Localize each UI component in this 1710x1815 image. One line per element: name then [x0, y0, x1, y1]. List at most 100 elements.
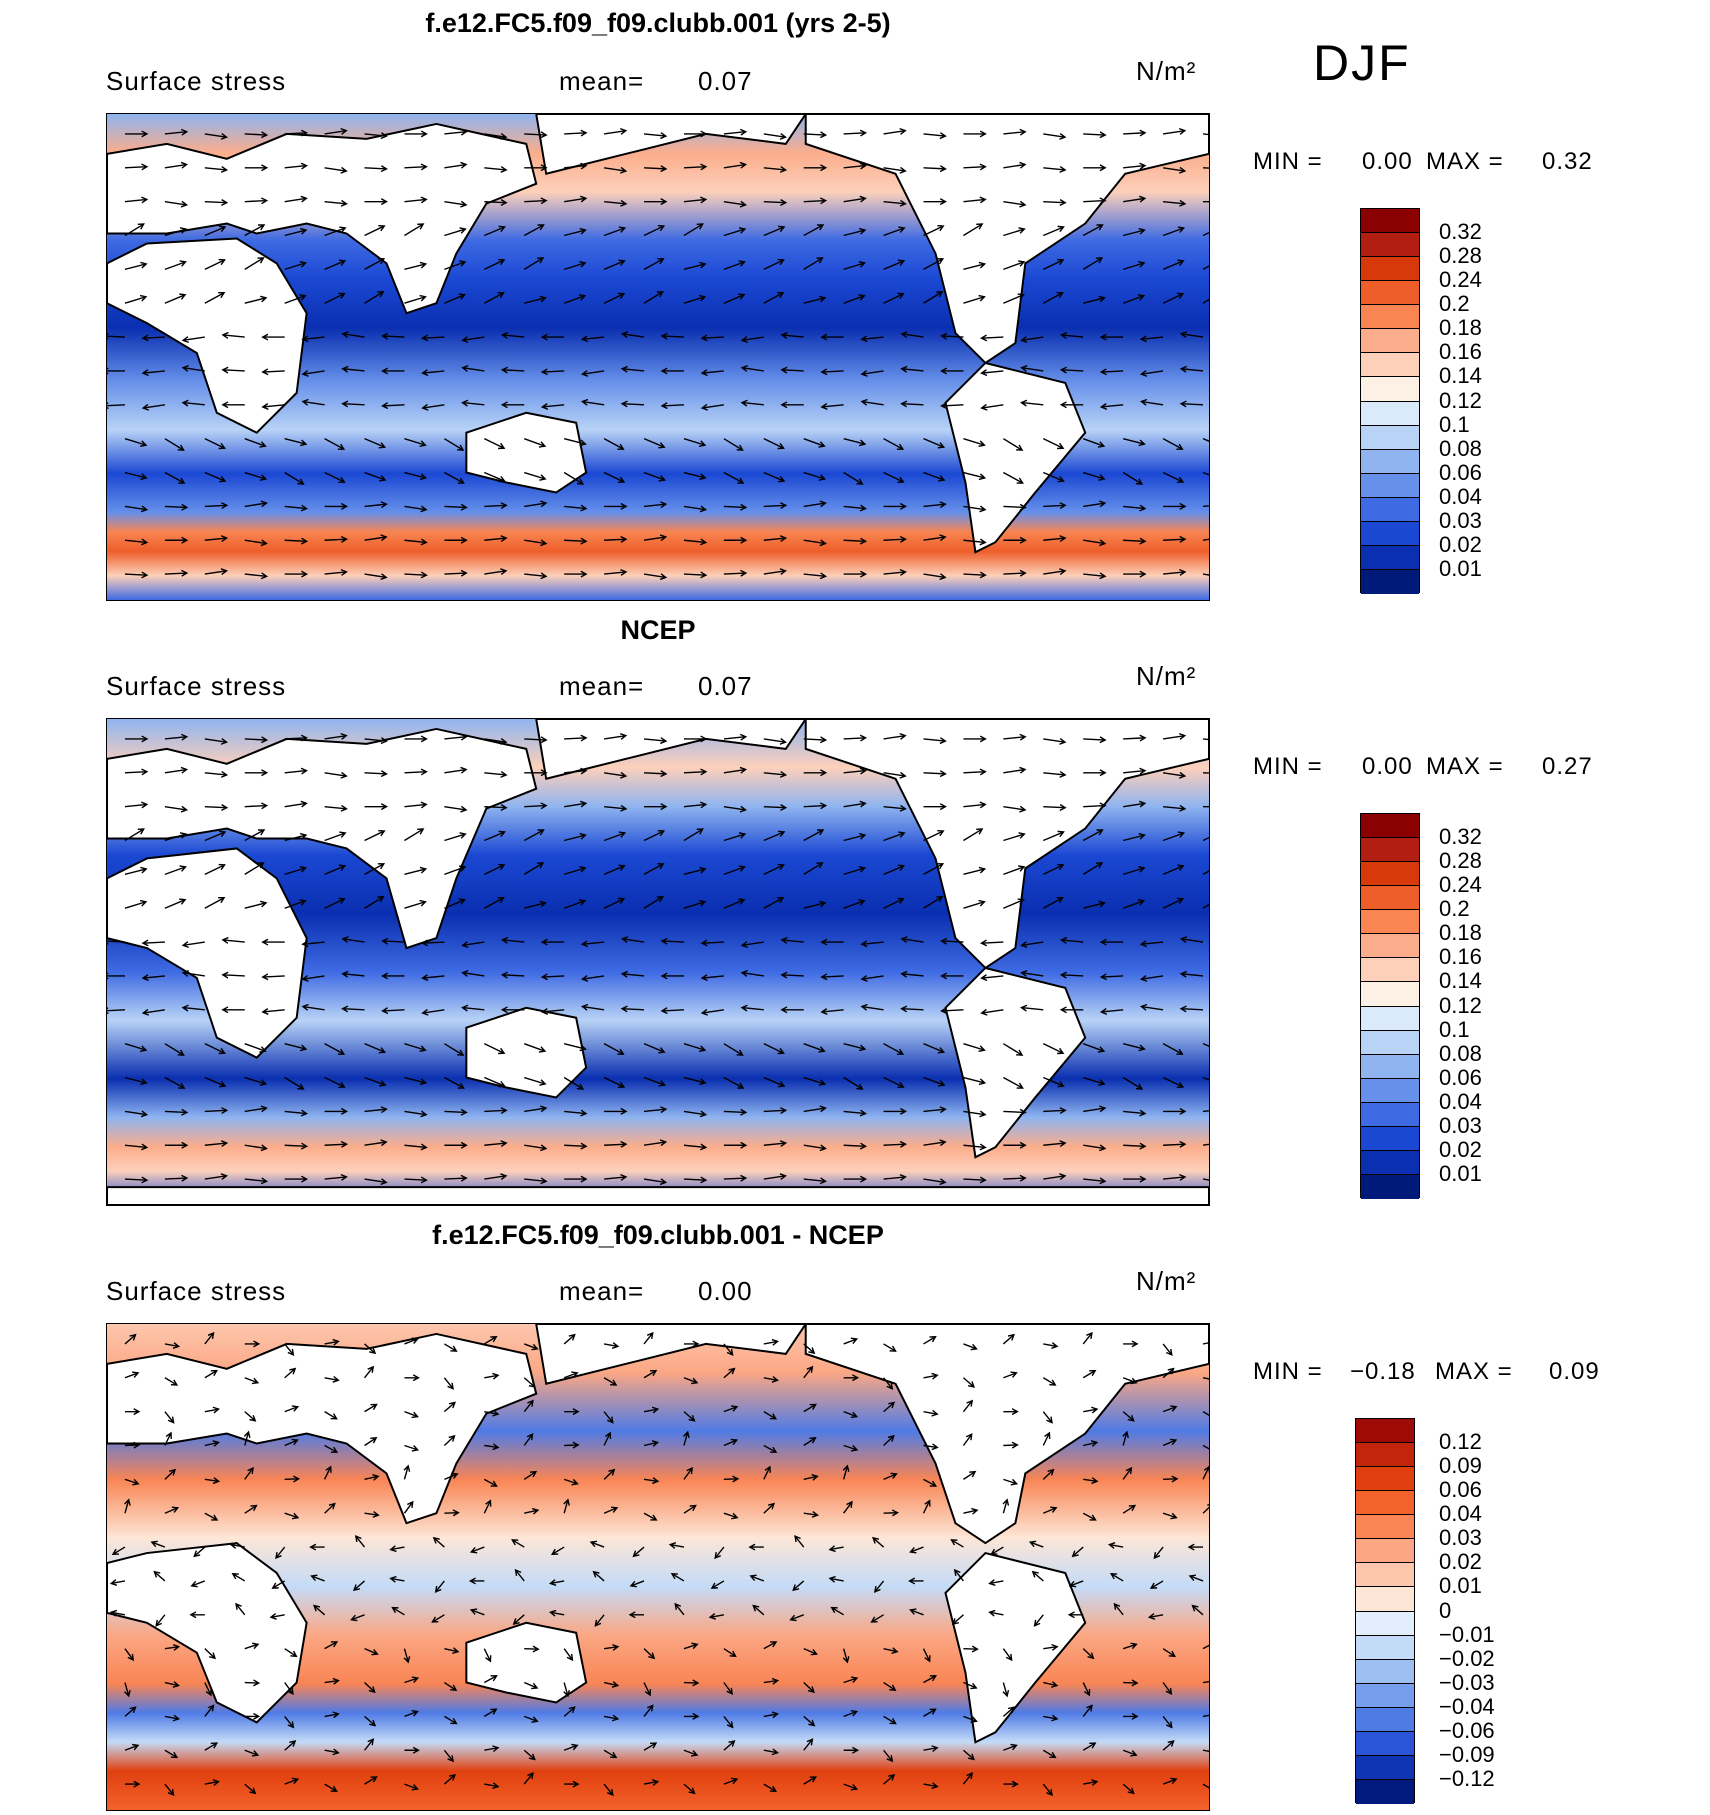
colorbar-swatch: [1361, 1126, 1419, 1151]
colorbar-swatch: [1361, 353, 1419, 378]
panel-2-mean-label: mean=: [559, 671, 645, 701]
colorbar-swatch: [1361, 1054, 1419, 1079]
colorbar-label: 0.02: [1439, 531, 1482, 557]
colorbar-label: 0.14: [1439, 968, 1482, 994]
colorbar-swatch: [1356, 1779, 1414, 1804]
wind-stress-vectors: [107, 732, 1209, 1186]
colorbar-swatch: [1361, 569, 1419, 594]
colorbar-label: 0: [1439, 1597, 1452, 1623]
panel-2-units: N/m²: [1136, 661, 1197, 691]
colorbar-swatch: [1361, 257, 1419, 282]
colorbar-label: −0.06: [1439, 1717, 1495, 1743]
colorbar-swatch: [1356, 1491, 1414, 1516]
panel-1-min-label: MIN =: [1253, 148, 1323, 175]
colorbar-label: 0.03: [1439, 1525, 1482, 1551]
colorbar-swatch: [1356, 1683, 1414, 1708]
colorbar-swatch: [1361, 958, 1419, 983]
colorbar-label: −0.02: [1439, 1645, 1495, 1671]
colorbar-swatch: [1361, 401, 1419, 426]
colorbar-swatch: [1361, 934, 1419, 959]
panel-1-mean-value: 0.07: [698, 66, 753, 96]
panel-3-units: N/m²: [1136, 1266, 1197, 1296]
colorbar-label: 0.04: [1439, 483, 1482, 509]
colorbar-label: 0.24: [1439, 872, 1482, 898]
colorbar-swatch: [1356, 1731, 1414, 1756]
panel-3-max-label: MAX =: [1435, 1358, 1513, 1385]
colorbar-label: −0.04: [1439, 1693, 1495, 1719]
colorbar-label: 0.14: [1439, 363, 1482, 389]
panel-3-min-value: −0.18: [1350, 1358, 1416, 1385]
colorbar-swatch: [1361, 910, 1419, 935]
colorbar-label: 0.08: [1439, 1040, 1482, 1066]
panel-2-map: [106, 718, 1210, 1206]
colorbar-label: 0.16: [1439, 944, 1482, 970]
colorbar-label: 0.18: [1439, 315, 1482, 341]
colorbar-label: −0.01: [1439, 1621, 1495, 1647]
colorbar-label: −0.09: [1439, 1741, 1495, 1767]
colorbar-label: 0.02: [1439, 1549, 1482, 1575]
colorbar-label: 0.06: [1439, 459, 1482, 485]
colorbar-label: 0.08: [1439, 435, 1482, 461]
colorbar-label: 0.12: [1439, 387, 1482, 413]
colorbar-swatch: [1356, 1563, 1414, 1588]
colorbar-swatch: [1361, 1030, 1419, 1055]
colorbar-swatch: [1356, 1755, 1414, 1780]
colorbar-label: 0.32: [1439, 824, 1482, 850]
colorbar-swatch: [1361, 838, 1419, 863]
panel-1-title: f.e12.FC5.f09_f09.clubb.001 (yrs 2-5): [425, 8, 891, 38]
colorbar-swatch: [1361, 449, 1419, 474]
panel-1-max-value: 0.32: [1542, 148, 1593, 175]
colorbar-label: 0.12: [1439, 992, 1482, 1018]
colorbar-swatch: [1361, 497, 1419, 522]
colorbar-label: −0.12: [1439, 1765, 1495, 1791]
panel-1-variable: Surface stress: [106, 66, 287, 96]
colorbar-label: 0.03: [1439, 507, 1482, 533]
panel-3-colorbar: [1355, 1418, 1415, 1804]
colorbar-swatch: [1361, 209, 1419, 234]
colorbar-swatch: [1361, 982, 1419, 1007]
colorbar-swatch: [1361, 886, 1419, 911]
colorbar-swatch: [1361, 545, 1419, 570]
panel-1-max-label: MAX =: [1426, 148, 1504, 175]
colorbar-swatch: [1361, 425, 1419, 450]
panel-2-field: [107, 719, 1209, 1205]
colorbar-label: 0.24: [1439, 267, 1482, 293]
panel-2-mean-value: 0.07: [698, 671, 753, 701]
colorbar-swatch: [1356, 1467, 1414, 1492]
colorbar-label: 0.16: [1439, 339, 1482, 365]
colorbar-swatch: [1361, 1174, 1419, 1199]
panel-2-min-label: MIN =: [1253, 753, 1323, 780]
panel-3-map: [106, 1323, 1210, 1811]
colorbar-swatch: [1361, 473, 1419, 498]
colorbar-swatch: [1361, 521, 1419, 546]
panel-3-mean-value: 0.00: [698, 1276, 753, 1306]
colorbar-label: 0.32: [1439, 219, 1482, 245]
colorbar-swatch: [1361, 1006, 1419, 1031]
colorbar-label: 0.04: [1439, 1501, 1482, 1527]
colorbar-swatch: [1361, 1078, 1419, 1103]
panel-2-max-value: 0.27: [1542, 753, 1593, 780]
panel-2-variable: Surface stress: [106, 671, 287, 701]
colorbar-swatch: [1361, 377, 1419, 402]
colorbar-swatch: [1356, 1611, 1414, 1636]
panel-1-units: N/m²: [1136, 56, 1197, 86]
colorbar-label: 0.01: [1439, 555, 1482, 581]
wind-stress-vectors: [107, 127, 1209, 581]
colorbar-label: 0.04: [1439, 1088, 1482, 1114]
panel-3-title: f.e12.FC5.f09_f09.clubb.001 - NCEP: [432, 1220, 884, 1250]
colorbar-swatch: [1361, 814, 1419, 839]
panel-1-mean-label: mean=: [559, 66, 645, 96]
colorbar-swatch: [1361, 329, 1419, 354]
colorbar-swatch: [1361, 305, 1419, 330]
colorbar-label: 0.2: [1439, 291, 1470, 317]
colorbar-label: 0.06: [1439, 1477, 1482, 1503]
colorbar-label: 0.1: [1439, 411, 1470, 437]
colorbar-label: 0.28: [1439, 848, 1482, 874]
colorbar-label: 0.06: [1439, 1064, 1482, 1090]
colorbar-swatch: [1361, 1102, 1419, 1127]
colorbar-swatch: [1356, 1707, 1414, 1732]
colorbar-label: 0.28: [1439, 243, 1482, 269]
colorbar-label: 0.12: [1439, 1429, 1482, 1455]
panel-2-colorbar: [1360, 813, 1420, 1199]
colorbar-label: 0.18: [1439, 920, 1482, 946]
